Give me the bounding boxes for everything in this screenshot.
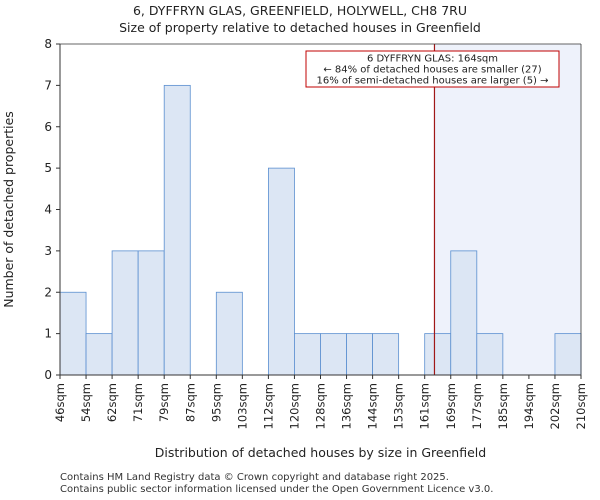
x-tick-label-144sqm: 144sqm [366, 383, 380, 429]
x-tick-label-136sqm: 136sqm [340, 383, 354, 429]
y-tick-label-6: 6 [44, 120, 52, 134]
histogram-bar-62sqm [111, 250, 139, 376]
x-tick-label-87sqm: 87sqm [183, 383, 197, 422]
y-tick-label-8: 8 [44, 37, 52, 51]
annotation-line-2: ← 84% of detached houses are smaller (27… [323, 65, 541, 76]
histogram-bar-144sqm [372, 333, 400, 376]
chart-title-line2: Size of property relative to detached ho… [119, 20, 481, 35]
x-tick-label-161sqm: 161sqm [418, 383, 432, 429]
histogram-bar-128sqm [320, 333, 347, 376]
histogram-bar-120sqm [294, 333, 321, 376]
annotation-box [305, 50, 560, 88]
x-tick-label-46sqm: 46sqm [53, 383, 67, 422]
histogram-bar-161sqm [424, 333, 452, 376]
x-tick-label-62sqm: 62sqm [105, 383, 119, 422]
annotation-line-3: 16% of semi-detached houses are larger (… [316, 76, 548, 87]
x-tick-label-202sqm: 202sqm [548, 383, 562, 429]
y-tick-label-4: 4 [44, 203, 52, 217]
histogram-bar-71sqm [137, 250, 165, 376]
x-tick-label-210sqm: 210sqm [574, 383, 588, 429]
x-tick-label-54sqm: 54sqm [79, 383, 93, 422]
histogram-bar-112sqm [267, 167, 295, 376]
histogram-bar-54sqm [85, 333, 113, 376]
x-tick-label-79sqm: 79sqm [157, 383, 171, 422]
x-tick-label-71sqm: 71sqm [131, 383, 145, 422]
histogram-bar-46sqm [59, 291, 87, 376]
histogram-bar-202sqm [554, 333, 582, 376]
histogram-bar-177sqm [476, 333, 504, 376]
x-tick-label-194sqm: 194sqm [522, 383, 536, 429]
footer-licence: Contains public sector information licen… [60, 484, 494, 495]
y-tick-label-2: 2 [44, 285, 52, 299]
histogram-bar-79sqm [163, 84, 191, 376]
x-tick-label-112sqm: 112sqm [261, 383, 275, 429]
x-tick-label-120sqm: 120sqm [287, 383, 301, 429]
y-tick-label-7: 7 [44, 78, 52, 92]
x-tick-label-177sqm: 177sqm [470, 383, 484, 429]
y-tick-label-0: 0 [44, 368, 52, 382]
x-tick-label-169sqm: 169sqm [444, 383, 458, 429]
y-tick-label-1: 1 [44, 327, 52, 341]
x-tick-label-103sqm: 103sqm [235, 383, 249, 429]
y-axis-label: Number of detached properties [1, 111, 16, 308]
x-tick-label-95sqm: 95sqm [209, 383, 223, 422]
y-tick-label-3: 3 [44, 244, 52, 258]
histogram-bar-95sqm [215, 291, 243, 376]
chart-title-line1: 6, DYFFRYN GLAS, GREENFIELD, HOLYWELL, C… [132, 3, 468, 18]
histogram-bar-169sqm [450, 250, 478, 376]
histogram-bar-136sqm [346, 333, 373, 376]
x-tick-label-128sqm: 128sqm [314, 383, 328, 429]
x-tick-label-153sqm: 153sqm [392, 383, 406, 429]
annotation-line-1: 6 DYFFRYN GLAS: 164sqm [367, 54, 498, 65]
footer-copyright: Contains HM Land Registry data © Crown c… [60, 472, 449, 483]
y-tick-label-5: 5 [44, 161, 52, 175]
x-tick-label-185sqm: 185sqm [496, 383, 510, 429]
x-axis-label: Distribution of detached houses by size … [155, 445, 486, 460]
